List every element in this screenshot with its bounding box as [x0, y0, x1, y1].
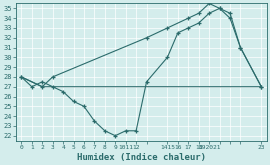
X-axis label: Humidex (Indice chaleur): Humidex (Indice chaleur) — [77, 152, 206, 162]
